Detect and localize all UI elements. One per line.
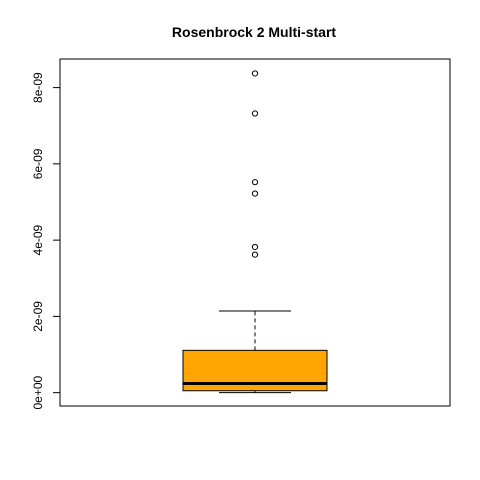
box-plot <box>183 71 327 393</box>
outlier-point <box>252 252 257 257</box>
chart-title: Rosenbrock 2 Multi-start <box>172 24 336 40</box>
outlier-point <box>252 71 257 76</box>
y-tick-label: 2e-09 <box>31 301 45 332</box>
y-tick-label: 4e-09 <box>31 224 45 255</box>
outlier-point <box>252 244 257 249</box>
y-tick-label: 0e+00 <box>31 375 45 409</box>
outlier-point <box>252 191 257 196</box>
y-tick-label: 8e-09 <box>31 72 45 103</box>
outlier-point <box>252 180 257 185</box>
y-tick-label: 6e-09 <box>31 148 45 179</box>
outlier-point <box>252 111 257 116</box>
y-axis: 0e+00 2e-09 4e-09 6e-09 8e-09 <box>31 72 60 410</box>
